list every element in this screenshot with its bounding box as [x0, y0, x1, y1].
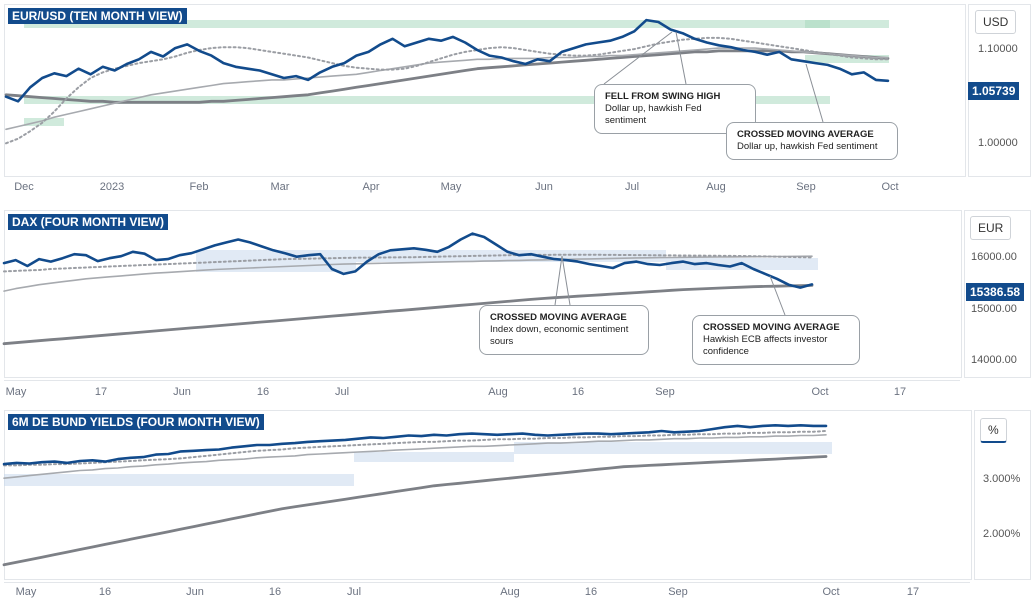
callout-leader-line [805, 63, 824, 123]
bund-xtick: Jul [346, 586, 362, 598]
dax-xtick: Sep [655, 386, 675, 398]
series-line-ma-light [3, 255, 813, 292]
series-line-dax [2, 232, 814, 289]
bund-xtick: Jun [186, 586, 204, 598]
dax-xtick: May [5, 386, 27, 398]
callout-leader-line [561, 255, 571, 306]
bund-ytick-3: 3.000% [983, 473, 1021, 485]
bund-xtick: 16 [584, 586, 598, 598]
callout-leader-line [603, 31, 673, 85]
eurusd-xtick: Jul [624, 181, 640, 193]
eurusd-xtick: 2023 [99, 181, 125, 193]
series-line-eur-usd [4, 18, 890, 103]
highlight-band [24, 20, 830, 28]
dax-xtick: Aug [488, 386, 508, 398]
series-line-ma-dark [2, 455, 828, 567]
callout-heading: CROSSED MOVING AVERAGE [703, 322, 840, 333]
highlight-band [24, 118, 64, 126]
bund-unit-label[interactable]: % [980, 418, 1007, 443]
eurusd-xtick: Jun [535, 181, 553, 193]
callout-heading: CROSSED MOVING AVERAGE [737, 129, 874, 140]
dax-callout-crossed-ma-2: CROSSED MOVING AVERAGE Hawkish ECB affec… [692, 315, 860, 365]
eurusd-xtick: Dec [14, 181, 34, 193]
highlight-band [24, 96, 830, 104]
dax-xtick: 16 [256, 386, 270, 398]
dax-xtick: 17 [893, 386, 907, 398]
series-line-ma-light [5, 47, 889, 131]
bund-ytick-2: 2.000% [983, 528, 1021, 540]
eurusd-panel: EUR/USD (TEN MONTH VIEW) USD 1.10000 1.0… [0, 0, 1033, 200]
callout-text: Hawkish ECB affects investor confidence [703, 334, 828, 357]
eurusd-ytick-1.00: 1.00000 [978, 137, 1018, 149]
dax-ytick-16000: 16000.00 [971, 251, 1017, 263]
dax-chart-title: DAX (FOUR MONTH VIEW) [8, 214, 168, 230]
dax-time-axis[interactable]: May 17 Jun 16 Jul Aug 16 Sep Oct 17 [4, 380, 960, 401]
bund-xtick: Sep [668, 586, 688, 598]
eurusd-xtick: Oct [881, 181, 899, 193]
series-line-ma-dark [4, 49, 890, 104]
bund-xtick: Aug [500, 586, 520, 598]
eurusd-xtick: Feb [189, 181, 209, 193]
callout-leader-line [675, 31, 687, 85]
bund-xtick: Oct [822, 586, 840, 598]
dax-chart [2, 232, 818, 346]
bund-xtick: May [15, 586, 37, 598]
highlight-band [4, 474, 354, 486]
bund-chart [2, 423, 832, 567]
eurusd-chart-title: EUR/USD (TEN MONTH VIEW) [8, 8, 187, 24]
eurusd-time-axis[interactable]: Dec 2023 Feb Mar Apr May Jun Jul Aug Sep… [4, 176, 964, 197]
bund-plot-area[interactable] [4, 410, 972, 580]
dax-unit-label[interactable]: EUR [970, 216, 1012, 240]
callout-text: Index down, economic sentiment sours [490, 324, 629, 347]
callout-leader-line [554, 255, 563, 306]
eurusd-ytick-1.10: 1.10000 [978, 43, 1018, 55]
dax-xtick: Oct [811, 386, 829, 398]
eurusd-current-price: 1.05739 [968, 82, 1020, 100]
series-line-yield [2, 423, 828, 466]
series-line-ma-dotted [3, 430, 827, 467]
series-line-ma-light [3, 433, 827, 479]
eurusd-xtick: Aug [706, 181, 726, 193]
eurusd-xtick: Sep [796, 181, 816, 193]
highlight-band [805, 55, 889, 63]
bund-chart-title: 6M DE BUND YIELDS (FOUR MONTH VIEW) [8, 414, 264, 430]
highlight-band [354, 452, 514, 462]
eurusd-xtick: Apr [362, 181, 380, 193]
dax-ytick-15000: 15000.00 [971, 303, 1017, 315]
bund-time-axis[interactable]: May 16 Jun 16 Jul Aug 16 Sep Oct 17 [4, 582, 970, 603]
callout-heading: FELL FROM SWING HIGH [605, 91, 721, 102]
dax-xtick: Jun [173, 386, 191, 398]
callout-text: Dollar up, hawkish Fed sentiment [605, 103, 702, 126]
eurusd-chart [4, 18, 890, 145]
eurusd-callout-crossed-ma: CROSSED MOVING AVERAGE Dollar up, hawkis… [726, 122, 898, 160]
series-line-ma-dark [2, 284, 814, 346]
dax-xtick: 16 [571, 386, 585, 398]
callout-leader-line [769, 275, 786, 316]
dax-xtick: 17 [94, 386, 108, 398]
dax-ytick-14000: 14000.00 [971, 354, 1017, 366]
callout-heading: CROSSED MOVING AVERAGE [490, 312, 627, 323]
eurusd-xtick: Mar [270, 181, 290, 193]
eurusd-xtick: May [440, 181, 462, 193]
dax-callout-crossed-ma-1: CROSSED MOVING AVERAGE Index down, econo… [479, 305, 649, 355]
dax-panel: DAX (FOUR MONTH VIEW) EUR 16000.00 15000… [0, 206, 1033, 406]
highlight-band [514, 442, 832, 454]
series-line-ma-dotted [3, 253, 813, 273]
series-line-ma-dotted [5, 36, 889, 145]
callout-text: Dollar up, hawkish Fed sentiment [737, 141, 878, 152]
bund-xtick: 16 [268, 586, 282, 598]
highlight-band [805, 20, 889, 28]
bund-panel: 6M DE BUND YIELDS (FOUR MONTH VIEW) % 3.… [0, 406, 1033, 606]
dax-current-price: 15386.58 [966, 283, 1025, 301]
eurusd-unit-label[interactable]: USD [975, 10, 1017, 34]
bund-xtick: 17 [906, 586, 920, 598]
dax-xtick: Jul [334, 386, 350, 398]
bund-xtick: 16 [98, 586, 112, 598]
